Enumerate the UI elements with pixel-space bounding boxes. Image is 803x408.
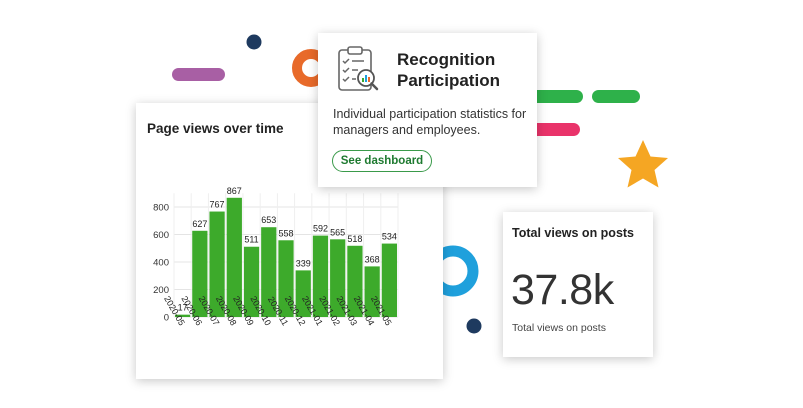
bar-value-label: 339 xyxy=(296,258,311,268)
y-tick-label: 800 xyxy=(153,203,169,214)
bar-value-label: 17 xyxy=(178,303,188,313)
total-views-caption: Total views on posts xyxy=(512,322,606,334)
bar xyxy=(192,230,208,317)
bar xyxy=(226,197,242,317)
total-views-value: 37.8k xyxy=(511,266,614,314)
bar-value-label: 867 xyxy=(227,186,242,196)
bar-value-label: 558 xyxy=(278,228,293,238)
bar-value-label: 565 xyxy=(330,227,345,237)
recognition-card-title: Recognition Participation xyxy=(397,50,500,90)
y-tick-label: 0 xyxy=(164,313,169,324)
navy-dot-shape-2 xyxy=(466,318,482,334)
page-views-chart-card: Page views over time 0 200 400 600 800 17 2020… xyxy=(136,103,443,379)
green-pill-shape-1 xyxy=(528,90,583,103)
bar xyxy=(347,245,363,317)
bar-value-label: 511 xyxy=(244,235,258,245)
navy-dot-shape xyxy=(246,34,262,50)
bar xyxy=(209,211,225,317)
see-dashboard-button[interactable]: See dashboard xyxy=(332,150,432,172)
bar-value-label: 368 xyxy=(365,254,380,264)
bar xyxy=(312,235,329,317)
purple-pill-shape xyxy=(172,68,225,81)
total-views-card: Total views on posts 37.8k Total views o… xyxy=(503,212,653,357)
bar-value-label: 653 xyxy=(261,215,276,225)
total-views-heading: Total views on posts xyxy=(512,226,635,240)
bar xyxy=(261,227,277,317)
pink-pill-shape xyxy=(528,123,580,136)
bar-value-label: 627 xyxy=(192,219,207,229)
recognition-participation-card: Recognition Participation Individual par… xyxy=(318,33,537,187)
bar xyxy=(175,314,191,317)
bar xyxy=(330,239,346,317)
bar xyxy=(243,246,260,317)
recognition-card-description: Individual participation statistics for … xyxy=(333,107,527,137)
bar xyxy=(278,240,294,317)
bar xyxy=(364,266,380,317)
page-views-bar-chart: 0200400600800172020-056272020-067672020-… xyxy=(153,186,399,327)
bar xyxy=(381,243,397,317)
green-pill-shape-2 xyxy=(592,90,640,103)
y-tick-label: 600 xyxy=(153,230,169,241)
bar-value-label: 534 xyxy=(382,232,397,242)
bar-value-label: 518 xyxy=(347,234,362,244)
y-tick-label: 400 xyxy=(153,258,169,269)
chart-title: Page views over time xyxy=(147,121,284,136)
bar-value-label: 767 xyxy=(210,200,225,210)
bar-value-label: 592 xyxy=(313,224,328,234)
y-tick-label: 200 xyxy=(153,285,169,296)
clipboard-checklist-magnifier-icon xyxy=(338,46,379,91)
star-icon xyxy=(618,140,668,188)
bar xyxy=(295,270,311,317)
